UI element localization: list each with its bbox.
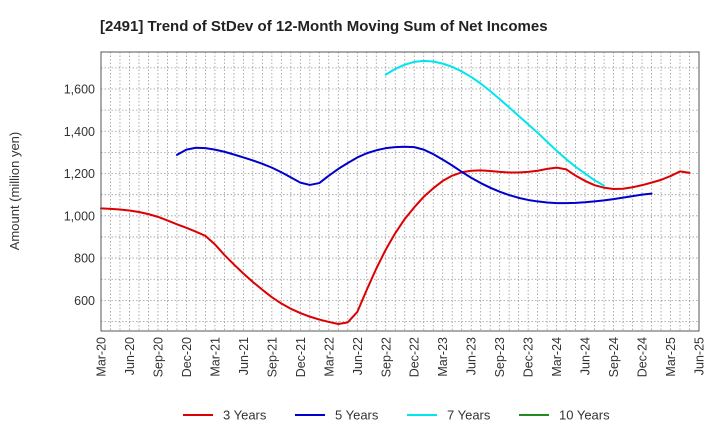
plot-frame xyxy=(100,51,700,332)
x-tick-label: Dec-20 xyxy=(180,337,194,377)
x-tick-label: Sep-23 xyxy=(493,337,507,377)
x-tick-label: Dec-21 xyxy=(294,337,308,377)
x-tick-label: Mar-24 xyxy=(550,337,564,377)
x-tick-label: Jun-22 xyxy=(351,337,365,375)
series-line-5-years xyxy=(175,145,653,205)
plot-background xyxy=(101,52,699,331)
series-line-7-years xyxy=(384,59,606,187)
x-tick-label: Jun-23 xyxy=(465,337,479,375)
y-tick-label: 1,000 xyxy=(64,209,95,223)
x-tick-label: Sep-21 xyxy=(265,337,279,377)
x-tick-label: Sep-24 xyxy=(607,337,621,377)
y-tick-label: 600 xyxy=(74,294,95,308)
x-tick-label: Sep-22 xyxy=(379,337,393,377)
y-axis: 600 800 1,000 1,200 1,400 1,600 xyxy=(64,82,95,307)
x-tick-label: Mar-20 xyxy=(95,337,109,377)
x-tick-label: Mar-23 xyxy=(436,337,450,377)
vertical-gridlines xyxy=(110,52,690,331)
y-axis-label: Amount (million yen) xyxy=(7,132,22,251)
legend: 3 Years 5 Years 7 Years 10 Years xyxy=(183,408,610,423)
x-tick-label: Dec-22 xyxy=(408,337,422,377)
series-line-3-years xyxy=(100,166,691,326)
x-tick-label: Mar-25 xyxy=(664,337,678,377)
x-tick-label: Mar-22 xyxy=(322,337,336,377)
chart-title: [2491] Trend of StDev of 12-Month Moving… xyxy=(100,18,548,35)
y-tick-label: 1,400 xyxy=(64,125,95,139)
x-tick-label: Mar-21 xyxy=(208,337,222,377)
x-tick-label: Dec-23 xyxy=(522,337,536,377)
x-axis: Mar-20 Jun-20 Sep-20 Dec-20 Mar-21 Jun-21 Sep-… xyxy=(95,337,707,377)
legend-label-10-years: 10 Years xyxy=(559,408,610,423)
y-tick-label: 800 xyxy=(74,252,95,266)
y-tick-label: 1,600 xyxy=(64,82,95,96)
x-tick-label: Jun-20 xyxy=(123,337,137,375)
plot-area xyxy=(100,51,700,332)
x-tick-label: Jun-24 xyxy=(579,337,593,375)
legend-label-5-years: 5 Years xyxy=(335,408,379,423)
series-layer xyxy=(100,59,691,326)
legend-label-7-years: 7 Years xyxy=(447,408,491,423)
legend-label-3-years: 3 Years xyxy=(223,408,267,423)
y-tick-label: 1,200 xyxy=(64,167,95,181)
x-tick-label: Jun-21 xyxy=(237,337,251,375)
x-tick-label: Dec-24 xyxy=(636,337,650,377)
x-tick-label: Sep-20 xyxy=(151,337,165,377)
x-tick-label: Jun-25 xyxy=(693,337,707,375)
